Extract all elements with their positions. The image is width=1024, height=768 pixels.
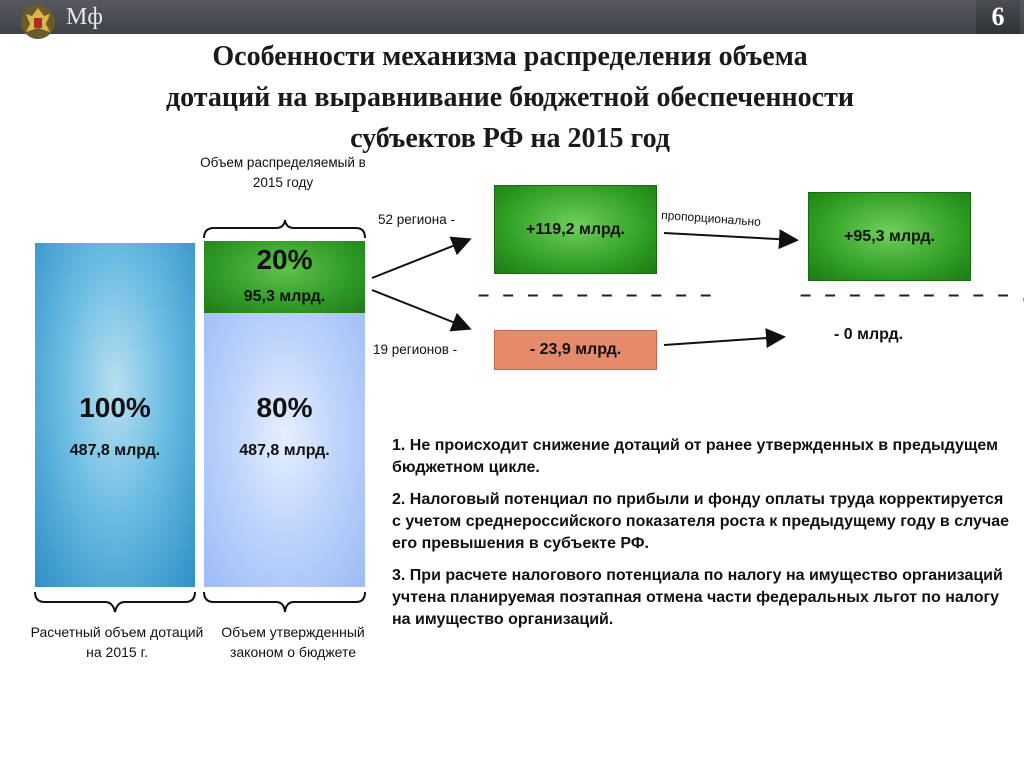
result-increase-box: +95,3 млрд. bbox=[808, 192, 971, 281]
caption-calculated: Расчетный объем дотаций на 2015 г. bbox=[30, 624, 204, 660]
note-2: 2. Налоговый потенциал по прибыли и фонд… bbox=[392, 491, 1010, 552]
bar2-bottom-amount: 487,8 млрд. bbox=[239, 442, 330, 459]
regions-19-label: 19 регионов - bbox=[373, 342, 458, 357]
title-line-2: дотаций на выравнивание бюджетной обеспе… bbox=[165, 82, 854, 113]
logo-text: Мф bbox=[66, 4, 103, 30]
title-line-3: субъектов РФ на 2015 год bbox=[350, 123, 670, 154]
bottom-brace-2 bbox=[203, 591, 366, 613]
arrow-to-zero bbox=[663, 328, 786, 349]
emblem-icon bbox=[21, 5, 55, 39]
page-title: Особенности механизма распределения объе… bbox=[40, 36, 980, 159]
bottom-brace-1 bbox=[34, 591, 196, 613]
distributed-volume-label: Объем распределяемый в 2015 году bbox=[200, 155, 366, 190]
arrow-to-increase bbox=[371, 236, 472, 279]
slide-number: 6 bbox=[976, 0, 1020, 34]
increase-box: +119,2 млрд. bbox=[494, 185, 657, 274]
caption-approved: Объем утвержденный законом о бюджете bbox=[221, 624, 365, 660]
title-line-1: Особенности механизма распределения объе… bbox=[212, 41, 808, 72]
bar1-percent: 100% bbox=[79, 392, 151, 423]
header-bar bbox=[0, 0, 1024, 34]
result-decrease-amount: - 0 млрд. bbox=[834, 326, 904, 343]
top-brace bbox=[203, 219, 366, 239]
bar1-amount: 487,8 млрд. bbox=[69, 442, 161, 459]
note-1: 1. Не происходит снижение дотаций от ран… bbox=[392, 437, 998, 476]
arrow-proportional bbox=[663, 229, 799, 250]
approved-share-bar bbox=[204, 313, 365, 587]
distributed-share-bar bbox=[204, 241, 365, 313]
arrow-to-decrease bbox=[371, 289, 472, 332]
separator-left: – – – – – – – – – – bbox=[478, 284, 716, 306]
calculated-volume-bar bbox=[35, 243, 195, 587]
note-3: 3. При расчете налогового потенциала по … bbox=[392, 567, 1003, 628]
bar2-top-percent: 20% bbox=[256, 244, 313, 275]
result-increase-amount: +95,3 млрд. bbox=[844, 228, 935, 245]
decrease-box: - 23,9 млрд. bbox=[494, 330, 657, 370]
increase-amount: +119,2 млрд. bbox=[526, 221, 625, 238]
regions-52-label: 52 региона - bbox=[378, 212, 455, 227]
bar2-bottom-percent: 80% bbox=[256, 392, 313, 423]
decrease-amount: - 23,9 млрд. bbox=[529, 341, 622, 358]
separator-right: – – – – – – – – – . bbox=[800, 284, 1024, 306]
notes-list: 1. Не происходит снижение дотаций от ран… bbox=[392, 435, 1012, 641]
bar2-top-amount: 95,3 млрд. bbox=[243, 288, 326, 305]
